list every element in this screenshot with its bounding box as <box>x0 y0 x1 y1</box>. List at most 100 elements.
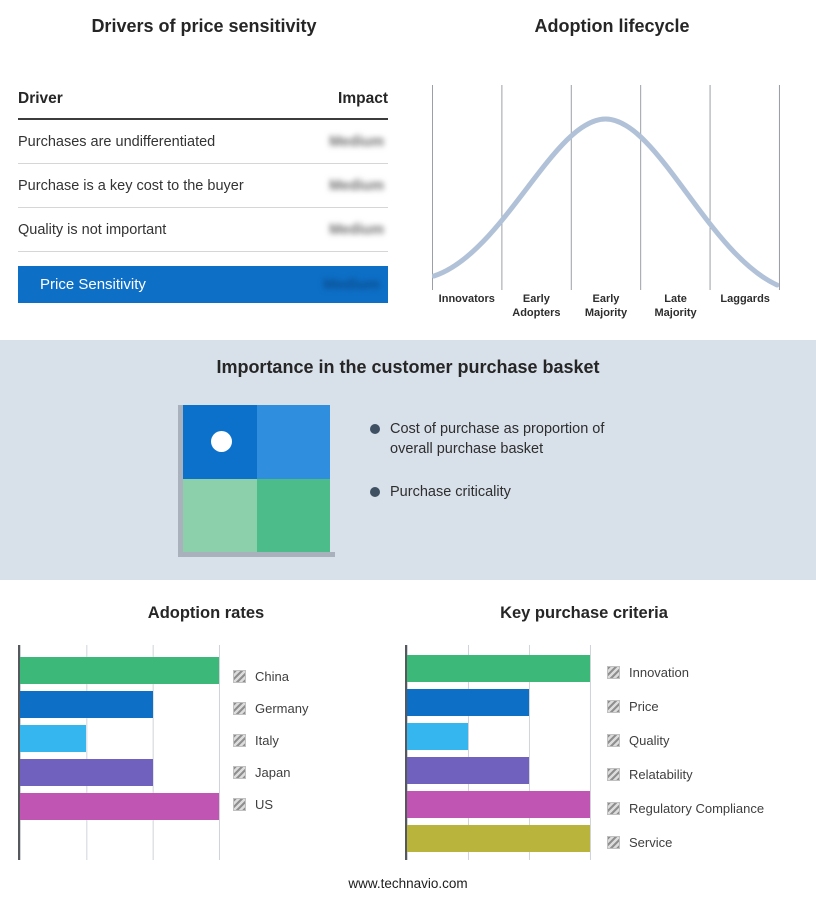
adoption-rates-title: Adoption rates <box>147 604 265 622</box>
legend-item: Relatability <box>607 757 764 791</box>
impact-value-blurred: Medium <box>329 221 384 238</box>
key-purchase-criteria-plot <box>405 645 591 860</box>
bar-row <box>407 821 590 855</box>
purchase-basket-band: Importance in the customer purchase bask… <box>0 340 816 580</box>
impact-value-blurred: Medium <box>329 133 384 150</box>
table-row: Purchase is a key cost to the buyer Medi… <box>18 164 388 208</box>
legend-hatch-icon <box>607 699 620 713</box>
bar-row <box>20 687 219 721</box>
lifecycle-title: Adoption lifecycle <box>534 16 690 36</box>
lifecycle-stage-labels: Innovators Early Adopters Early Majority… <box>432 293 780 321</box>
bullet-text: Purchase criticality <box>390 484 511 501</box>
basket-title: Importance in the customer purchase bask… <box>216 357 600 377</box>
legend-label: Relatability <box>629 766 693 782</box>
stage-label-early-adopters: Early Adopters <box>512 293 561 319</box>
bar-price <box>407 688 529 716</box>
legend-item: Regulatory Compliance <box>607 791 764 825</box>
column-header-driver: Driver <box>18 90 63 107</box>
footer-link[interactable]: www.technavio.com <box>348 876 468 891</box>
driver-name: Purchases are undifferentiated <box>18 133 216 150</box>
driver-name: Quality is not important <box>18 221 167 238</box>
key-purchase-criteria-title: Key purchase criteria <box>500 604 668 622</box>
bar-row <box>407 753 590 787</box>
legend-hatch-icon <box>233 701 246 715</box>
legend-hatch-icon <box>233 733 246 747</box>
bar-row <box>20 653 219 687</box>
legend-label: Germany <box>255 700 309 716</box>
quadrant-axis <box>178 405 335 557</box>
legend-label: Service <box>629 834 673 850</box>
legend-item: Price <box>607 689 764 723</box>
basket-bullets: Cost of purchase as proportion of overal… <box>370 420 642 527</box>
legend-hatch-icon <box>233 765 246 779</box>
stage-label-early-majority: Early Majority <box>584 293 628 319</box>
bar-row <box>407 787 590 821</box>
legend-hatch-icon <box>607 801 620 815</box>
bar-germany <box>20 690 153 718</box>
bar-row <box>407 685 590 719</box>
quadrant-matrix <box>183 405 330 552</box>
bar-china <box>20 656 219 684</box>
lifecycle-plot <box>432 85 780 290</box>
bar-italy <box>20 724 87 752</box>
stage-label-late-majority: Late Majority <box>654 293 697 319</box>
bar-quality <box>407 722 468 750</box>
impact-value-blurred: Medium <box>329 177 384 194</box>
bar-innovation <box>407 654 590 682</box>
bar-row <box>20 789 219 823</box>
bullet-text: Cost of purchase as proportion of overal… <box>390 421 605 457</box>
legend-label: Price <box>629 698 659 714</box>
legend-item: China <box>233 660 308 692</box>
bar-row <box>20 721 219 755</box>
quadrant-cell-top-right <box>256 405 330 479</box>
list-item: Cost of purchase as proportion of overal… <box>370 420 642 459</box>
price-sensitivity-label: Price Sensitivity <box>40 276 146 293</box>
price-sensitivity-row: Price Sensitivity Medium <box>18 266 388 303</box>
column-header-impact: Impact <box>338 90 388 107</box>
impact-value-blurred: Medium <box>323 276 380 293</box>
table-row: Quality is not important Medium <box>18 208 388 252</box>
list-item: Purchase criticality <box>370 483 642 503</box>
legend-label: Italy <box>255 732 279 748</box>
legend-label: China <box>255 668 289 684</box>
legend-label: Regulatory Compliance <box>629 800 765 816</box>
legend-label: Japan <box>255 764 291 780</box>
driver-name: Purchase is a key cost to the buyer <box>18 177 244 194</box>
data-point-dot <box>211 431 232 452</box>
legend-hatch-icon <box>607 835 620 849</box>
legend-hatch-icon <box>607 767 620 781</box>
legend-item: Germany <box>233 692 308 724</box>
bar-regulatory-compliance <box>407 790 590 818</box>
legend-item: Service <box>607 825 764 859</box>
quadrant-cell-bottom-right <box>256 478 330 552</box>
bell-curve-icon <box>432 116 779 288</box>
drivers-table-header: Driver Impact <box>18 90 388 120</box>
legend-hatch-icon <box>607 665 620 679</box>
bar-japan <box>20 758 153 786</box>
legend-hatch-icon <box>233 797 246 811</box>
table-row: Purchases are undifferentiated Medium <box>18 120 388 164</box>
stage-label-innovators: Innovators <box>438 293 495 305</box>
bar-row <box>407 719 590 753</box>
adoption-rates-legend: China Germany Italy Japan US <box>233 660 308 820</box>
legend-item: Quality <box>607 723 764 757</box>
bullet-icon <box>370 424 380 434</box>
legend-item: Japan <box>233 756 308 788</box>
bar-service <box>407 824 590 852</box>
quadrant-cell-bottom-left <box>183 478 257 552</box>
bar-row <box>407 651 590 685</box>
drivers-table: Driver Impact Purchases are undifferenti… <box>18 90 388 303</box>
legend-label: Innovation <box>629 664 689 680</box>
legend-label: Quality <box>629 732 670 748</box>
legend-item: Italy <box>233 724 308 756</box>
legend-hatch-icon <box>233 669 246 683</box>
drivers-panel-title: Drivers of price sensitivity <box>91 16 317 36</box>
legend-label: US <box>255 796 274 812</box>
legend-hatch-icon <box>607 733 620 747</box>
legend-item: Innovation <box>607 655 764 689</box>
legend-item: US <box>233 788 308 820</box>
adoption-rates-plot <box>18 645 220 860</box>
footer: www.technavio.com <box>0 876 816 891</box>
key-purchase-criteria-legend: Innovation Price Quality Relatability Regula… <box>607 655 764 859</box>
